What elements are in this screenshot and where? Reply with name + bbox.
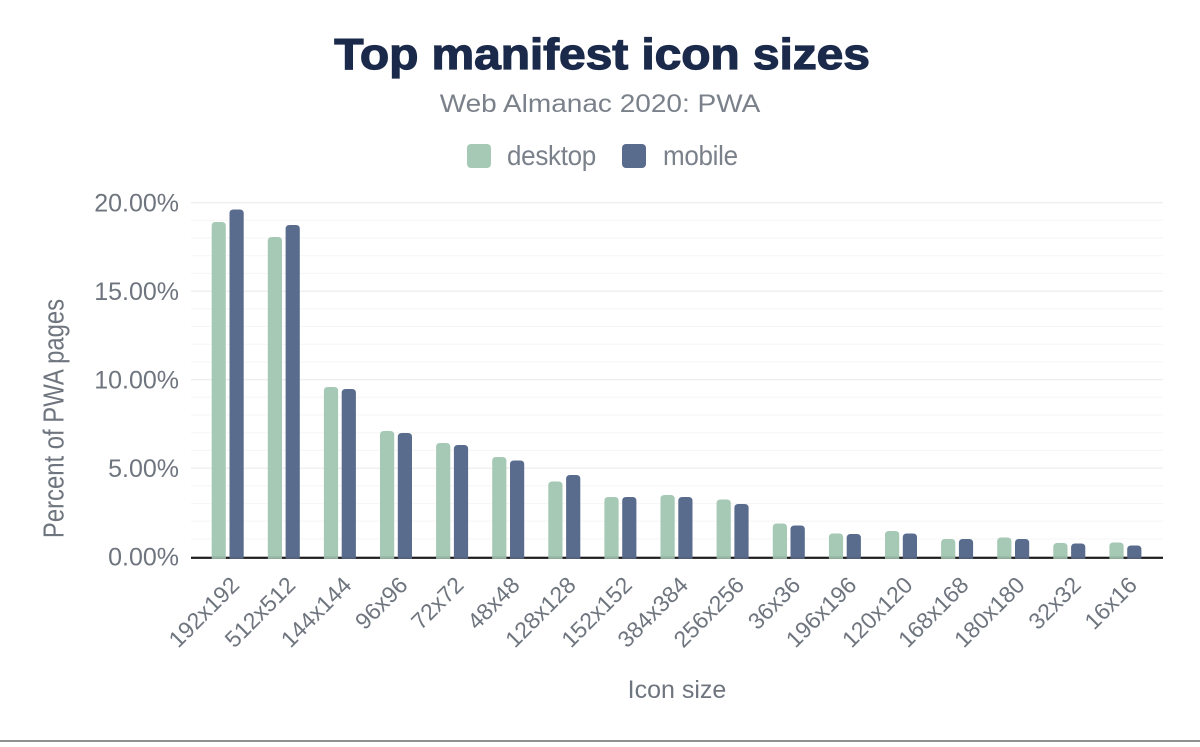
svg-text:96x96: 96x96 [350,572,413,635]
svg-text:Percent of PWA pages: Percent of PWA pages [37,299,70,538]
svg-text:72x72: 72x72 [406,572,469,635]
svg-text:0.00%: 0.00% [108,544,179,572]
svg-text:5.00%: 5.00% [108,455,179,483]
svg-text:Icon size: Icon size [628,676,727,704]
svg-text:10.00%: 10.00% [94,367,179,395]
svg-text:15.00%: 15.00% [94,278,179,306]
svg-text:20.00%: 20.00% [94,190,179,218]
svg-text:32x32: 32x32 [1023,572,1086,635]
svg-text:16x16: 16x16 [1079,572,1142,635]
